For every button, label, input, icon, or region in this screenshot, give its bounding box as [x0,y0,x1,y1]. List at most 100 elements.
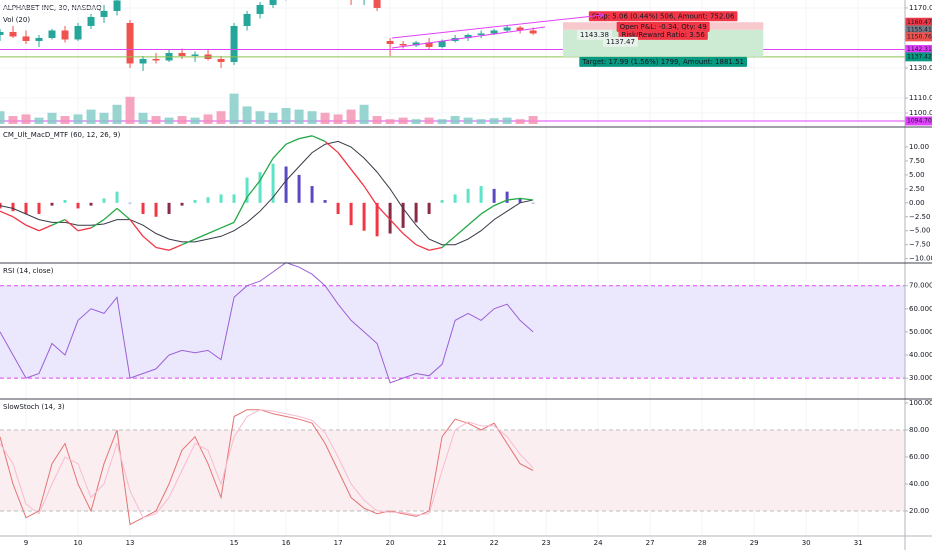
histogram-bar [284,166,288,203]
macd-segment [246,180,261,198]
macd-segment [507,197,521,201]
band-fill [0,429,905,511]
histogram-bar [102,198,106,203]
y-tick-label: 0.00 [909,199,925,207]
volume-bar [229,93,239,124]
histogram-bar [89,202,93,206]
label-box [618,29,708,40]
x-tick-label: 10 [74,539,83,547]
candle-body [373,0,381,8]
macd-segment [454,224,469,237]
macd-segment [64,219,79,232]
candle-body [269,0,277,5]
volume-bar [463,117,473,124]
histogram-bar [37,202,41,214]
label-box [579,56,748,67]
label-text: Target: 17.99 (1.56%) 1799, Amount: 1881… [581,58,744,66]
candle-body [48,30,56,38]
price-tag [905,45,932,55]
macd-segment [441,235,456,248]
macd-segment [116,207,131,221]
y-tick-label: 50.0000 [909,328,932,336]
volume-bar [73,114,83,124]
price-tag [905,116,932,126]
x-tick-label: 17 [334,539,343,547]
histogram-bar [531,202,535,204]
y-tick-label: −5.00 [909,227,930,235]
macd-segment [480,205,495,215]
volume-bar [398,117,408,124]
x-tick-label: 9 [24,539,28,547]
histogram-bar [11,202,15,212]
y-tick-label: 100.00 [909,399,932,407]
candle-body [503,27,511,31]
histogram-bar [297,174,301,203]
volume-bar [437,119,447,124]
macd-segment [520,197,534,201]
y-tick-label: 80.00 [909,426,929,434]
macd-segment [207,227,222,235]
histogram-bar [453,194,457,203]
macd-segment [298,135,313,140]
macd-segment [402,233,417,246]
label-text: 1143.38 [580,31,609,39]
candle-body [100,10,108,17]
candle-body [139,58,147,64]
histogram-bar [154,202,158,217]
x-tick-label: 20 [386,539,395,547]
series-line [0,409,534,519]
y-tick-label: 1130.00 [909,64,932,72]
y-tick-label: 7.50 [909,157,925,165]
macd-segment [311,135,326,142]
volume-bar [294,109,304,124]
histogram-bar [401,202,405,228]
macd-segment [363,185,378,206]
histogram-bar [115,191,119,203]
histogram-bar [206,197,210,203]
volume-bar [34,117,44,124]
y-tick-label: 70.0000 [909,282,932,290]
label-text: Risk/Reward Ratio: 3.56 [621,31,705,39]
volume-bar [99,112,109,124]
volume-bar [112,104,122,124]
price-tag-label: 1155.41 [907,26,932,33]
label-box [588,11,738,22]
volume-bar [86,109,96,124]
x-tick-label: 30 [802,539,811,547]
y-tick-label: 60.00 [909,453,929,461]
y-tick-label: 1170.00 [909,4,932,12]
macd-segment [285,138,300,145]
candles [0,0,537,71]
y-tick-label: 1110.00 [909,94,932,102]
volume-bar [476,119,486,124]
macd-segment [12,216,27,226]
candle-body [386,40,394,44]
volume-bar [489,118,499,124]
volume-bar [333,114,343,124]
histogram-bar [180,202,184,206]
candle-body [87,16,95,26]
label-text: 1137.47 [606,38,635,46]
volume-bar [177,116,187,124]
series-line [0,409,534,526]
candle-body [412,42,420,46]
candle-body [399,43,407,46]
y-tick-label: −7.50 [909,241,930,249]
band-fill [0,285,905,379]
x-tick-label: 21 [438,539,447,547]
candle-body [477,33,485,35]
price-tag-label: 1150.76 [907,33,932,40]
histogram-bar [466,188,470,203]
macd-segment [233,196,248,223]
volume-bar [138,112,148,124]
label-box [616,21,710,32]
volume-bar [281,108,291,124]
y-tick-label: 60.0000 [909,305,932,313]
histogram-bar [271,163,275,203]
volume-bar [307,111,317,124]
macd-segment [155,246,170,251]
histogram-bar [167,202,171,214]
macd-segment [51,218,66,226]
y-tick-label: −10.00 [909,255,932,263]
